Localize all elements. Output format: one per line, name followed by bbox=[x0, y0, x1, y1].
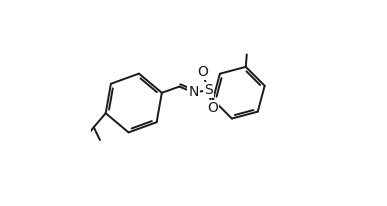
Text: O: O bbox=[207, 101, 218, 115]
Text: O: O bbox=[197, 65, 208, 79]
Text: N: N bbox=[188, 85, 199, 99]
Text: S: S bbox=[204, 83, 212, 97]
